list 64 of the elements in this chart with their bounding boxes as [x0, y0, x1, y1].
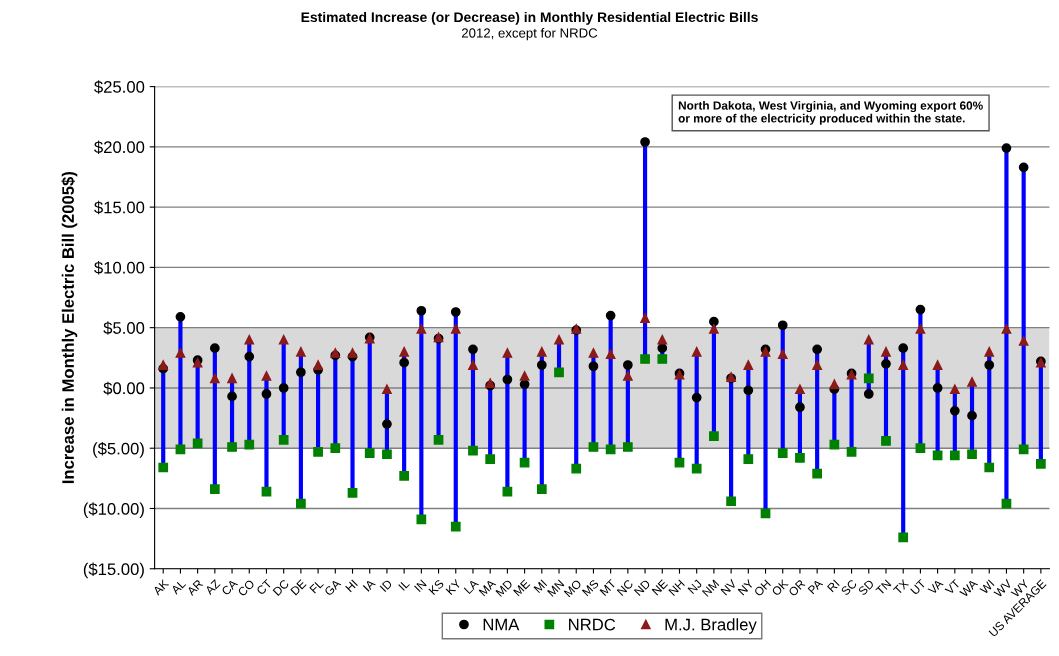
- x-tick-label: KY: [445, 578, 462, 595]
- x-tick-label: NC: [616, 579, 634, 596]
- annotation: North Dakota, West Virginia, and Wyoming export 60% or more of the electricity produced within the state.: [678, 101, 983, 125]
- x-tick-label: HI: [345, 579, 358, 593]
- y-tick-label: $10.00: [94, 261, 145, 275]
- x-tick-label: MT: [599, 578, 617, 596]
- x-tick-label: AZ: [204, 579, 221, 596]
- x-tick-label: OR: [788, 579, 806, 597]
- x-tick-label: AL: [170, 579, 187, 595]
- legend-label: M.J. Bradley: [665, 618, 757, 634]
- y-tick-label: $5.00: [103, 321, 145, 335]
- x-tick-label: SD: [857, 579, 875, 596]
- x-tick-label: SC: [840, 579, 858, 596]
- x-tick-label: CA: [221, 578, 239, 596]
- x-tick-label: NJ: [687, 579, 703, 595]
- legend-label: NRDC: [569, 618, 616, 631]
- x-tick-label: CO: [237, 579, 255, 597]
- x-tick-label: WA: [959, 578, 979, 598]
- legend-label: NMA: [483, 618, 520, 631]
- x-tick-label: CT: [255, 578, 273, 596]
- x-tick-label: MO: [563, 579, 582, 598]
- x-tick-label: NH: [668, 579, 685, 596]
- x-tick-label: MD: [495, 579, 514, 597]
- x-tick-label: MI: [533, 579, 548, 594]
- y-tick-label: ($5.00): [93, 442, 144, 458]
- x-tick-label: VA: [927, 578, 944, 596]
- x-tick-label: TN: [875, 579, 892, 596]
- x-tick-label: NE: [651, 579, 668, 596]
- y-tick-label: ($10.00): [83, 502, 144, 519]
- x-tick-label: ND: [634, 579, 651, 596]
- x-tick-label: NV: [720, 578, 738, 596]
- x-tick-label: KS: [428, 579, 445, 596]
- x-tick-label: DE: [290, 579, 307, 596]
- x-tick-label: ME: [513, 579, 531, 597]
- x-tick-label: GA: [323, 578, 342, 597]
- y-tick-label: ($15.00): [83, 562, 144, 579]
- x-tick-label: WI: [979, 579, 995, 595]
- x-tick-label: IL: [398, 579, 410, 591]
- x-tick-label: NM: [701, 579, 720, 597]
- y-tick-label: $25.00: [94, 80, 145, 94]
- x-tick-label: TX: [893, 578, 910, 595]
- x-tick-label: AR: [186, 579, 204, 597]
- x-tick-label: UT: [910, 578, 927, 596]
- x-tick-label: PA: [807, 578, 824, 595]
- x-tick-label: ID: [379, 579, 393, 593]
- x-tick-label: IA: [362, 578, 376, 592]
- x-tick-label: MS: [581, 579, 600, 597]
- x-tick-label: AK: [152, 578, 170, 596]
- x-tick-label: MN: [547, 579, 565, 597]
- y-tick-label: $20.00: [94, 140, 145, 155]
- x-tick-label: OH: [753, 579, 771, 597]
- x-tick-label: FL: [309, 579, 324, 594]
- chart-subtitle: 2012, except for NRDC: [461, 27, 598, 41]
- x-tick-label: OK: [771, 578, 789, 597]
- x-tick-label: RI: [827, 579, 840, 593]
- y-tick-label: $15.00: [94, 200, 145, 215]
- y-tick-label: $0.00: [103, 381, 145, 396]
- x-tick-label: DC: [272, 579, 290, 596]
- x-tick-label: NY: [737, 578, 755, 596]
- y-axis-title: Increase in Monthly Electric Bill (2005$): [61, 171, 78, 484]
- x-tick-label: MA: [478, 578, 497, 597]
- chart-title: Estimated Increase (or Decrease) in Monthly Residential Electric Bills: [301, 11, 758, 25]
- x-tick-label: IN: [414, 579, 427, 593]
- x-tick-label: LA: [463, 578, 480, 595]
